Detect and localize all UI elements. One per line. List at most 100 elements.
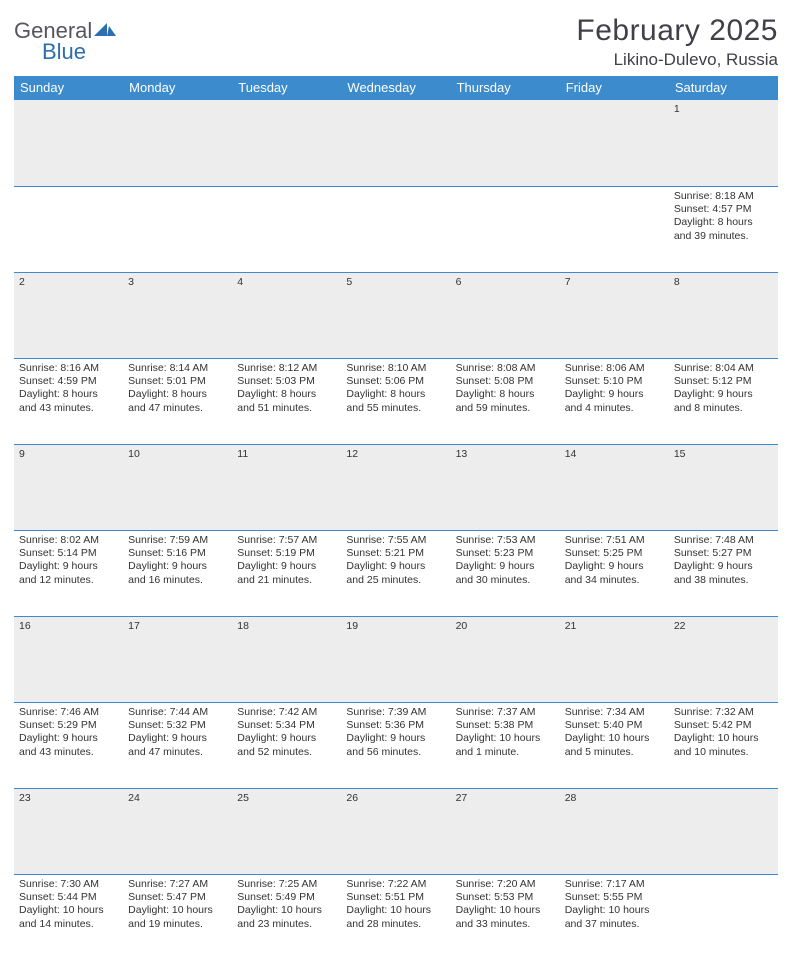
day-number-cell: 5 — [341, 272, 450, 358]
day-number-cell: 26 — [341, 788, 450, 874]
day-details-cell: Sunrise: 7:37 AMSunset: 5:38 PMDaylight:… — [451, 702, 560, 788]
daynum-row: 232425262728 — [14, 788, 778, 874]
brand-logo: General Blue — [14, 20, 116, 63]
sunset-line: Sunset: 5:40 PM — [565, 719, 664, 732]
sunrise-line: Sunrise: 7:30 AM — [19, 878, 118, 891]
day-number-cell: 21 — [560, 616, 669, 702]
day-number-cell: 20 — [451, 616, 560, 702]
daylight-line: Daylight: 9 hours and 25 minutes. — [346, 560, 445, 587]
sunset-line: Sunset: 5:06 PM — [346, 375, 445, 388]
daylight-line: Daylight: 8 hours and 51 minutes. — [237, 388, 336, 415]
day-number-cell: 4 — [232, 272, 341, 358]
daylight-line: Daylight: 8 hours and 47 minutes. — [128, 388, 227, 415]
sunset-line: Sunset: 5:27 PM — [674, 547, 773, 560]
sunrise-line: Sunrise: 8:16 AM — [19, 362, 118, 375]
daylight-line: Daylight: 8 hours and 43 minutes. — [19, 388, 118, 415]
month-title: February 2025 — [576, 14, 778, 48]
brand-mark-icon — [94, 20, 116, 43]
day-details-cell: Sunrise: 8:14 AMSunset: 5:01 PMDaylight:… — [123, 358, 232, 444]
calendar-table: SundayMondayTuesdayWednesdayThursdayFrid… — [14, 76, 778, 960]
sunset-line: Sunset: 4:57 PM — [674, 203, 773, 216]
day-details: Sunrise: 7:39 AMSunset: 5:36 PMDaylight:… — [346, 706, 445, 760]
sunset-line: Sunset: 5:10 PM — [565, 375, 664, 388]
day-number-cell: 13 — [451, 444, 560, 530]
day-details-cell — [669, 874, 778, 960]
daynum-row: 2345678 — [14, 272, 778, 358]
day-details-cell — [123, 186, 232, 272]
day-details: Sunrise: 7:46 AMSunset: 5:29 PMDaylight:… — [19, 706, 118, 760]
day-number-cell — [232, 100, 341, 186]
details-row: Sunrise: 7:46 AMSunset: 5:29 PMDaylight:… — [14, 702, 778, 788]
day-details: Sunrise: 8:04 AMSunset: 5:12 PMDaylight:… — [674, 362, 773, 416]
day-number-cell: 27 — [451, 788, 560, 874]
sunset-line: Sunset: 5:16 PM — [128, 547, 227, 560]
daylight-line: Daylight: 9 hours and 16 minutes. — [128, 560, 227, 587]
day-details: Sunrise: 7:25 AMSunset: 5:49 PMDaylight:… — [237, 878, 336, 932]
day-details-cell: Sunrise: 7:22 AMSunset: 5:51 PMDaylight:… — [341, 874, 450, 960]
day-details: Sunrise: 8:02 AMSunset: 5:14 PMDaylight:… — [19, 534, 118, 588]
day-details-cell: Sunrise: 7:42 AMSunset: 5:34 PMDaylight:… — [232, 702, 341, 788]
details-row: Sunrise: 8:18 AMSunset: 4:57 PMDaylight:… — [14, 186, 778, 272]
day-number-cell: 3 — [123, 272, 232, 358]
day-number-cell — [14, 100, 123, 186]
day-details: Sunrise: 7:59 AMSunset: 5:16 PMDaylight:… — [128, 534, 227, 588]
day-details-cell: Sunrise: 7:59 AMSunset: 5:16 PMDaylight:… — [123, 530, 232, 616]
sunrise-line: Sunrise: 8:04 AM — [674, 362, 773, 375]
day-details: Sunrise: 8:16 AMSunset: 4:59 PMDaylight:… — [19, 362, 118, 416]
day-details: Sunrise: 8:18 AMSunset: 4:57 PMDaylight:… — [674, 190, 773, 244]
weekday-header: Tuesday — [232, 76, 341, 100]
daylight-line: Daylight: 10 hours and 23 minutes. — [237, 904, 336, 931]
day-details: Sunrise: 7:57 AMSunset: 5:19 PMDaylight:… — [237, 534, 336, 588]
day-details: Sunrise: 7:48 AMSunset: 5:27 PMDaylight:… — [674, 534, 773, 588]
calendar-page: General Blue February 2025 Likino-Dulevo… — [0, 0, 792, 612]
day-details-cell: Sunrise: 7:44 AMSunset: 5:32 PMDaylight:… — [123, 702, 232, 788]
day-number-cell: 23 — [14, 788, 123, 874]
weekday-header: Sunday — [14, 76, 123, 100]
day-details-cell: Sunrise: 7:46 AMSunset: 5:29 PMDaylight:… — [14, 702, 123, 788]
day-number-cell: 11 — [232, 444, 341, 530]
sunrise-line: Sunrise: 8:14 AM — [128, 362, 227, 375]
daynum-row: 9101112131415 — [14, 444, 778, 530]
sunrise-line: Sunrise: 7:34 AM — [565, 706, 664, 719]
day-details: Sunrise: 7:44 AMSunset: 5:32 PMDaylight:… — [128, 706, 227, 760]
weekday-header: Friday — [560, 76, 669, 100]
daylight-line: Daylight: 9 hours and 21 minutes. — [237, 560, 336, 587]
sunrise-line: Sunrise: 8:02 AM — [19, 534, 118, 547]
day-number-cell: 15 — [669, 444, 778, 530]
day-number-cell — [451, 100, 560, 186]
sunset-line: Sunset: 5:32 PM — [128, 719, 227, 732]
day-details-cell: Sunrise: 7:53 AMSunset: 5:23 PMDaylight:… — [451, 530, 560, 616]
sunrise-line: Sunrise: 8:08 AM — [456, 362, 555, 375]
calendar-head: SundayMondayTuesdayWednesdayThursdayFrid… — [14, 76, 778, 100]
day-number-cell: 22 — [669, 616, 778, 702]
day-number-cell: 19 — [341, 616, 450, 702]
location: Likino-Dulevo, Russia — [576, 50, 778, 70]
sunrise-line: Sunrise: 8:18 AM — [674, 190, 773, 203]
sunrise-line: Sunrise: 7:17 AM — [565, 878, 664, 891]
sunset-line: Sunset: 5:12 PM — [674, 375, 773, 388]
day-details: Sunrise: 7:22 AMSunset: 5:51 PMDaylight:… — [346, 878, 445, 932]
sunset-line: Sunset: 5:21 PM — [346, 547, 445, 560]
daylight-line: Daylight: 10 hours and 37 minutes. — [565, 904, 664, 931]
day-number-cell — [669, 788, 778, 874]
sunset-line: Sunset: 5:14 PM — [19, 547, 118, 560]
daylight-line: Daylight: 9 hours and 38 minutes. — [674, 560, 773, 587]
day-number-cell: 7 — [560, 272, 669, 358]
daylight-line: Daylight: 9 hours and 43 minutes. — [19, 732, 118, 759]
weekday-header: Thursday — [451, 76, 560, 100]
day-details-cell: Sunrise: 7:39 AMSunset: 5:36 PMDaylight:… — [341, 702, 450, 788]
day-details-cell: Sunrise: 8:18 AMSunset: 4:57 PMDaylight:… — [669, 186, 778, 272]
daylight-line: Daylight: 10 hours and 10 minutes. — [674, 732, 773, 759]
day-details-cell: Sunrise: 8:08 AMSunset: 5:08 PMDaylight:… — [451, 358, 560, 444]
day-number-cell: 12 — [341, 444, 450, 530]
day-details: Sunrise: 7:51 AMSunset: 5:25 PMDaylight:… — [565, 534, 664, 588]
day-details-cell — [451, 186, 560, 272]
day-details-cell: Sunrise: 8:02 AMSunset: 5:14 PMDaylight:… — [14, 530, 123, 616]
sunrise-line: Sunrise: 7:27 AM — [128, 878, 227, 891]
day-details: Sunrise: 8:06 AMSunset: 5:10 PMDaylight:… — [565, 362, 664, 416]
day-details-cell: Sunrise: 8:04 AMSunset: 5:12 PMDaylight:… — [669, 358, 778, 444]
sunrise-line: Sunrise: 7:22 AM — [346, 878, 445, 891]
daylight-line: Daylight: 9 hours and 34 minutes. — [565, 560, 664, 587]
daynum-row: 1 — [14, 100, 778, 186]
day-number-cell: 28 — [560, 788, 669, 874]
